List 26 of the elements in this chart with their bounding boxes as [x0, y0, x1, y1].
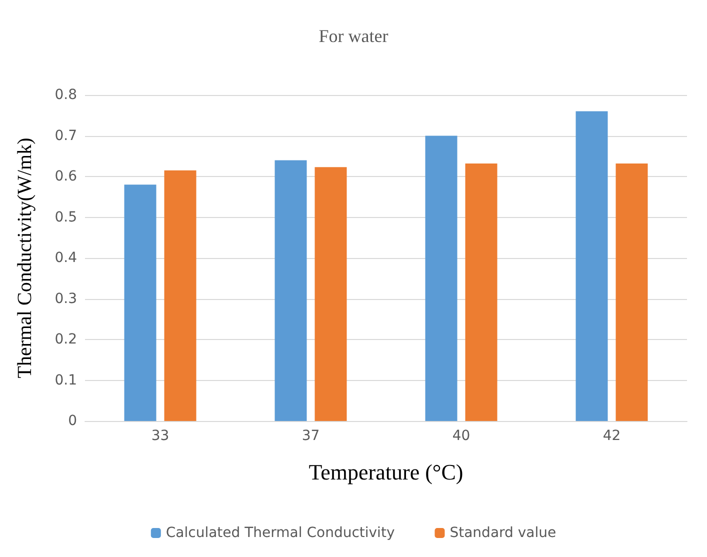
chart-title: For water: [318, 26, 388, 46]
y-tick-label: 0.7: [54, 128, 77, 144]
bar: [164, 170, 196, 421]
bar: [425, 136, 458, 421]
y-tick-label: 0.5: [54, 209, 77, 226]
x-axis-title: Temperature (°C): [308, 460, 464, 484]
y-tick-label: 0.3: [54, 290, 77, 307]
bar: [576, 111, 608, 421]
bar: [124, 184, 156, 421]
x-tick-label: 37: [302, 428, 320, 444]
y-axis-title: Thermal Conductivity(W/mk): [14, 138, 36, 378]
bar: [274, 160, 307, 421]
bar: [465, 163, 498, 421]
y-tick-label: 0.8: [54, 87, 77, 103]
legend-label: Calculated Thermal Conductivity: [166, 525, 395, 541]
x-tick-label: 40: [452, 428, 470, 444]
y-tick-label: 0.1: [54, 372, 77, 388]
y-tick-label: 0.4: [54, 250, 78, 266]
y-tick-label: 0: [68, 413, 77, 429]
bar: [314, 167, 347, 421]
y-tick-label: 0.2: [54, 332, 77, 348]
bar: [616, 163, 648, 421]
legend-label: Standard value: [450, 525, 556, 541]
y-tick-label: 0.6: [54, 168, 78, 184]
x-tick-label: 42: [602, 428, 621, 444]
x-tick-label: 33: [151, 428, 170, 444]
